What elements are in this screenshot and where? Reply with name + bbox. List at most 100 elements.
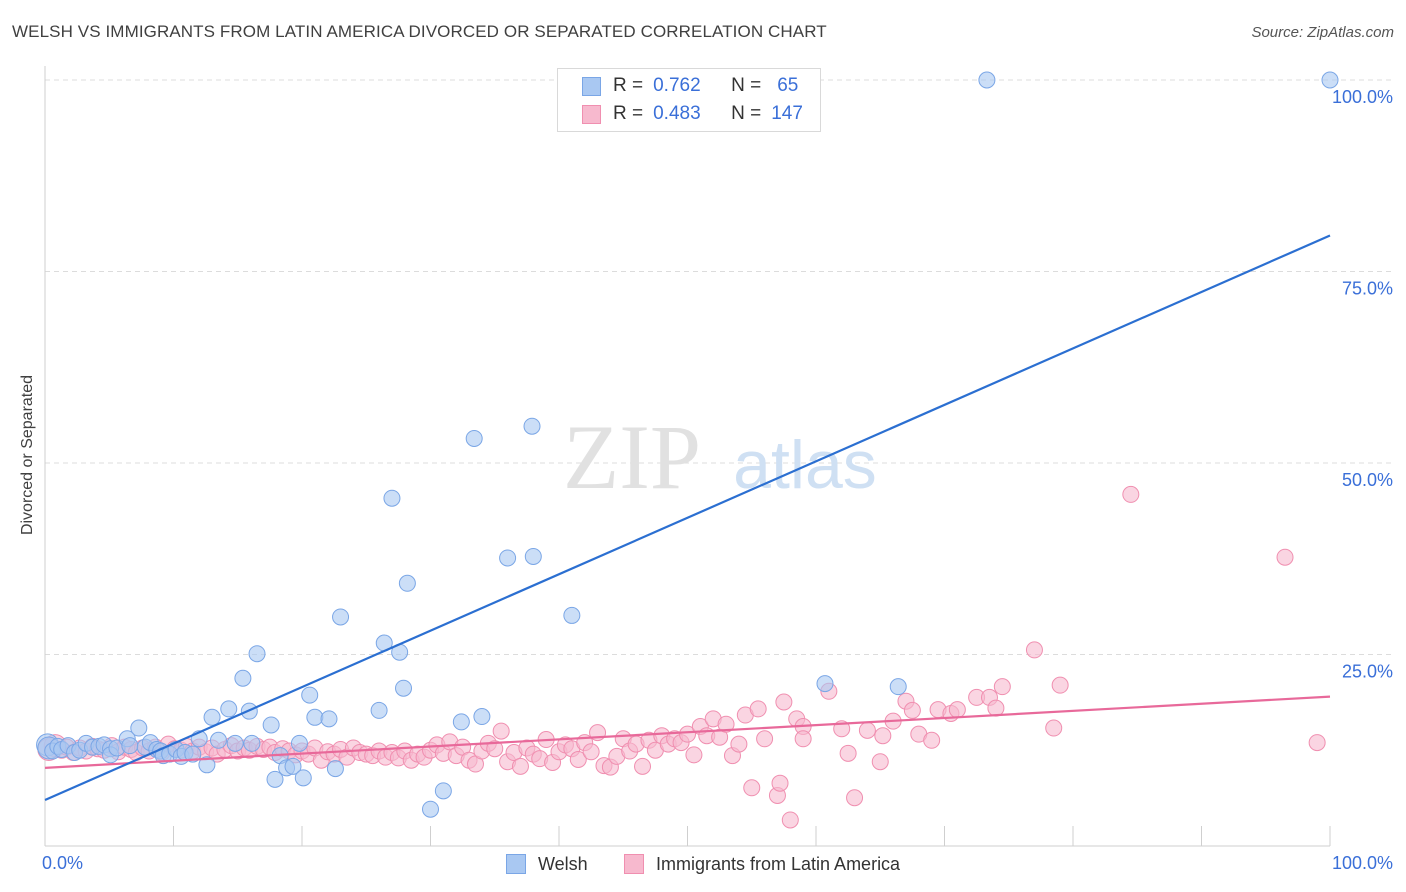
latam-point — [858, 721, 876, 739]
latam-point — [846, 789, 864, 807]
latam-point — [511, 757, 529, 775]
welsh-point — [395, 679, 413, 697]
latam-point — [874, 727, 892, 745]
y-tick-label: 100.0% — [1332, 87, 1393, 107]
latam-point — [634, 757, 652, 775]
welsh-point — [499, 549, 517, 567]
welsh-point — [184, 745, 202, 763]
latam-point — [1122, 485, 1140, 503]
latam-point — [717, 715, 735, 733]
welsh-point — [209, 731, 227, 749]
welsh-point — [262, 716, 280, 734]
latam-trend-line — [44, 695, 1331, 769]
latam-point — [756, 730, 774, 748]
x-tick-label: 100.0% — [1332, 853, 1393, 873]
legend-n-label: N = — [731, 103, 762, 124]
latam-point — [569, 750, 587, 768]
legend-r-label: R = — [613, 103, 644, 124]
welsh-point — [326, 760, 344, 778]
source-credit: Source: ZipAtlas.com — [1251, 24, 1394, 41]
latam-r-value: 0.483 — [653, 103, 701, 124]
latam-point — [871, 753, 889, 771]
welsh-trend-line — [44, 234, 1331, 802]
x-tick-label: 0.0% — [42, 853, 83, 873]
latam-point — [1025, 641, 1043, 659]
welsh-point — [203, 708, 221, 726]
latam-point — [1308, 734, 1326, 752]
welsh-point — [121, 737, 139, 755]
welsh-point — [294, 769, 312, 787]
y-axis-label: Divorced or Separated — [19, 374, 36, 536]
welsh-point — [473, 708, 491, 726]
tick-labels: 25.0% 50.0% 75.0% 100.0% 0.0% 100.0% — [42, 87, 1393, 873]
latam-point — [987, 699, 1005, 717]
welsh-point — [370, 701, 388, 719]
welsh-point — [220, 700, 238, 718]
welsh-point — [248, 645, 266, 663]
welsh-point — [266, 770, 284, 788]
latam-swatch — [624, 854, 644, 874]
welsh-point — [452, 713, 470, 731]
latam-point — [775, 693, 793, 711]
legend-row-welsh: R = 0.762 N = 65 — [558, 72, 798, 100]
welsh-point — [563, 606, 581, 624]
welsh-point — [226, 734, 244, 752]
welsh-points — [36, 71, 1339, 818]
latam-point — [771, 774, 789, 792]
welsh-swatch — [582, 76, 601, 96]
welsh-swatch — [506, 854, 526, 874]
stats-legend: R = 0.762 N = 65 R = 0.483 N = 147 — [557, 68, 821, 132]
welsh-point — [198, 756, 216, 774]
latam-point — [1276, 548, 1294, 566]
latam-point — [993, 678, 1011, 696]
latam-point — [1045, 719, 1063, 737]
latam-point — [781, 811, 799, 829]
welsh-point — [243, 734, 261, 752]
welsh-r-value: 0.762 — [653, 75, 701, 96]
latam-point — [679, 725, 696, 743]
welsh-point — [284, 757, 302, 775]
latam-point — [923, 731, 941, 749]
legend-latam-label: Immigrants from Latin America — [656, 853, 901, 874]
welsh-point — [465, 429, 483, 447]
welsh-point — [523, 417, 541, 435]
welsh-point — [306, 708, 324, 726]
latam-point — [730, 735, 748, 753]
latam-n-value: 147 — [771, 103, 803, 124]
welsh-point — [320, 710, 338, 728]
welsh-point — [978, 71, 996, 89]
welsh-point — [889, 678, 907, 696]
latam-point — [749, 700, 767, 718]
welsh-point — [332, 608, 350, 626]
welsh-point — [524, 547, 542, 565]
latam-point — [743, 779, 761, 797]
latam-points — [37, 485, 1326, 829]
legend-r-label: R = — [613, 75, 644, 96]
chart-title: WELSH VS IMMIGRANTS FROM LATIN AMERICA D… — [12, 22, 827, 41]
welsh-point — [422, 800, 439, 818]
y-tick-label: 50.0% — [1342, 470, 1393, 490]
latam-point — [948, 701, 966, 719]
latam-point — [582, 743, 600, 761]
welsh-point — [383, 489, 401, 507]
welsh-point — [234, 669, 252, 687]
latam-point — [839, 744, 857, 762]
welsh-point — [290, 734, 308, 752]
watermark-zip: ZIP — [563, 406, 701, 508]
welsh-point — [301, 686, 319, 704]
welsh-point — [816, 675, 834, 693]
bottom-legend-latam: Immigrants from Latin America — [624, 850, 900, 878]
bottom-legend-welsh: Welsh — [506, 850, 588, 878]
latam-swatch — [582, 104, 601, 124]
welsh-point — [1321, 71, 1339, 89]
latam-point — [492, 722, 510, 740]
latam-point — [903, 701, 921, 719]
latam-point — [1051, 676, 1069, 694]
legend-n-label: N = — [731, 75, 762, 96]
y-tick-label: 75.0% — [1342, 279, 1393, 299]
latam-point — [486, 740, 504, 758]
latam-point — [685, 746, 703, 764]
welsh-point — [130, 719, 148, 737]
y-tick-label: 25.0% — [1342, 662, 1393, 682]
